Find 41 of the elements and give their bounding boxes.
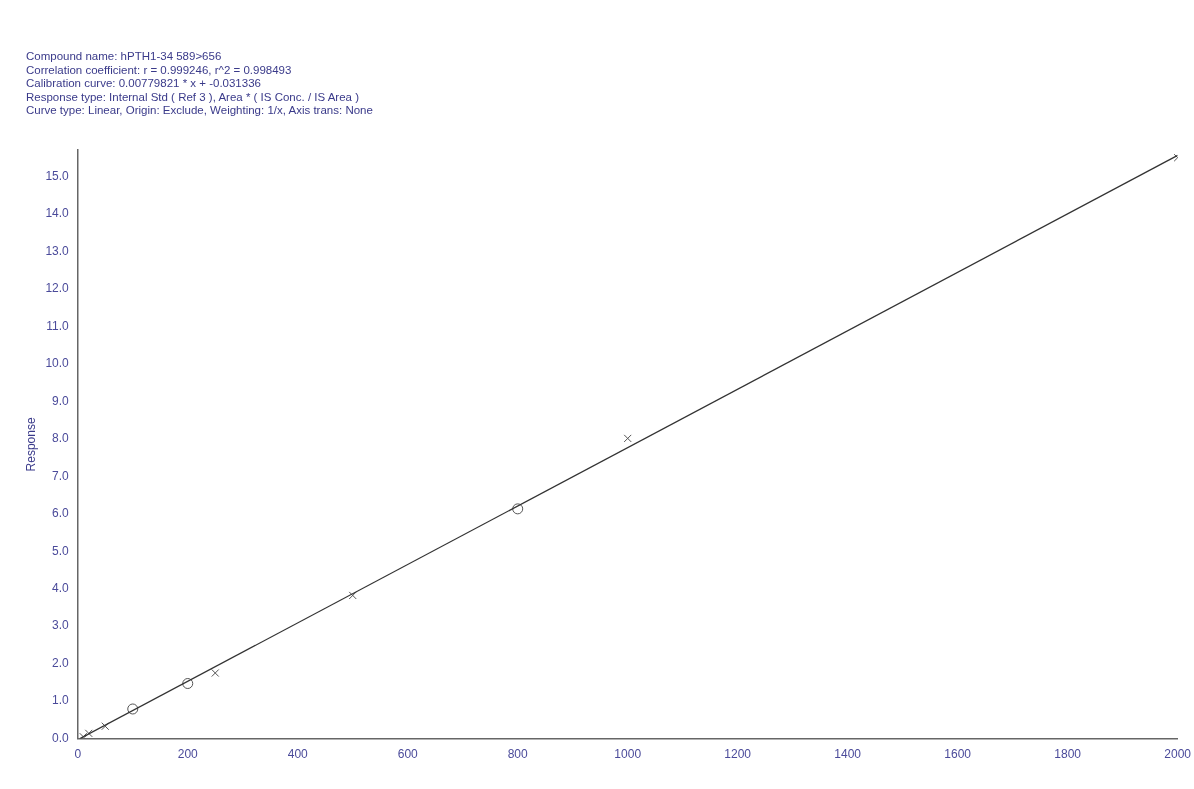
- text: Response type: Internal Std ( Ref 3 ), Area * ( IS Conc. / IS Area ): [26, 90, 361, 104]
- y-tick-label: 10.0: [45, 356, 70, 371]
- x-tick-label: 0: [74, 747, 82, 762]
- y-tick-label: 5.0: [52, 543, 70, 558]
- point: [127, 703, 139, 715]
- point: [211, 668, 220, 678]
- y-tick-label: 15.0: [45, 168, 70, 183]
- text: Calibration curve: 0.00779821 * x + -0.031336: [26, 77, 262, 91]
- y-tick-label: 13.0: [45, 243, 70, 258]
- y-tick-label: 14.0: [45, 206, 70, 221]
- y-tick-label: 8.0: [52, 431, 70, 446]
- x-tick-label: 200: [177, 747, 199, 762]
- point: [623, 434, 632, 443]
- y-tick-label: 12.0: [45, 281, 70, 296]
- x-tick-label: 1000: [614, 747, 642, 762]
- y-tick-label: 7.0: [52, 468, 70, 483]
- x-tick-label: 800: [507, 747, 529, 762]
- x-tick-label: 1200: [724, 747, 752, 762]
- x-tick-label: 600: [397, 747, 419, 762]
- x-tick-label: 1600: [944, 747, 972, 762]
- chart-title: Compound name: hPTH1-34 589>656: [26, 50, 223, 64]
- y-tick-label: 2.0: [52, 655, 70, 670]
- x-tick-label: 400: [287, 747, 309, 762]
- y-tick-label: 6.0: [52, 506, 70, 521]
- x-tick-label: 1800: [1054, 747, 1082, 762]
- x-tick-label: 2000: [1164, 747, 1192, 762]
- text: Curve type: Linear, Origin: Exclude, Weighting: 1/x, Axis trans: None: [26, 104, 373, 118]
- x-tick-label: 1400: [834, 747, 862, 762]
- y-tick-label: 9.0: [52, 393, 70, 408]
- y-tick-label: 1.0: [52, 693, 70, 708]
- point: [182, 678, 194, 690]
- point: [84, 729, 93, 738]
- point: [348, 591, 357, 600]
- point: [101, 722, 110, 731]
- point: [512, 503, 524, 515]
- y-axis-title: Response: [23, 417, 38, 472]
- y-tick-label: 4.0: [52, 581, 70, 595]
- y-tick-label: 11.0: [46, 318, 70, 333]
- text: Correlation coefficient: r = 0.999246, r^2 = 0.998493: [26, 63, 293, 77]
- y-tick-label: 3.0: [52, 618, 70, 633]
- y-tick-label: 0.0: [52, 730, 70, 745]
